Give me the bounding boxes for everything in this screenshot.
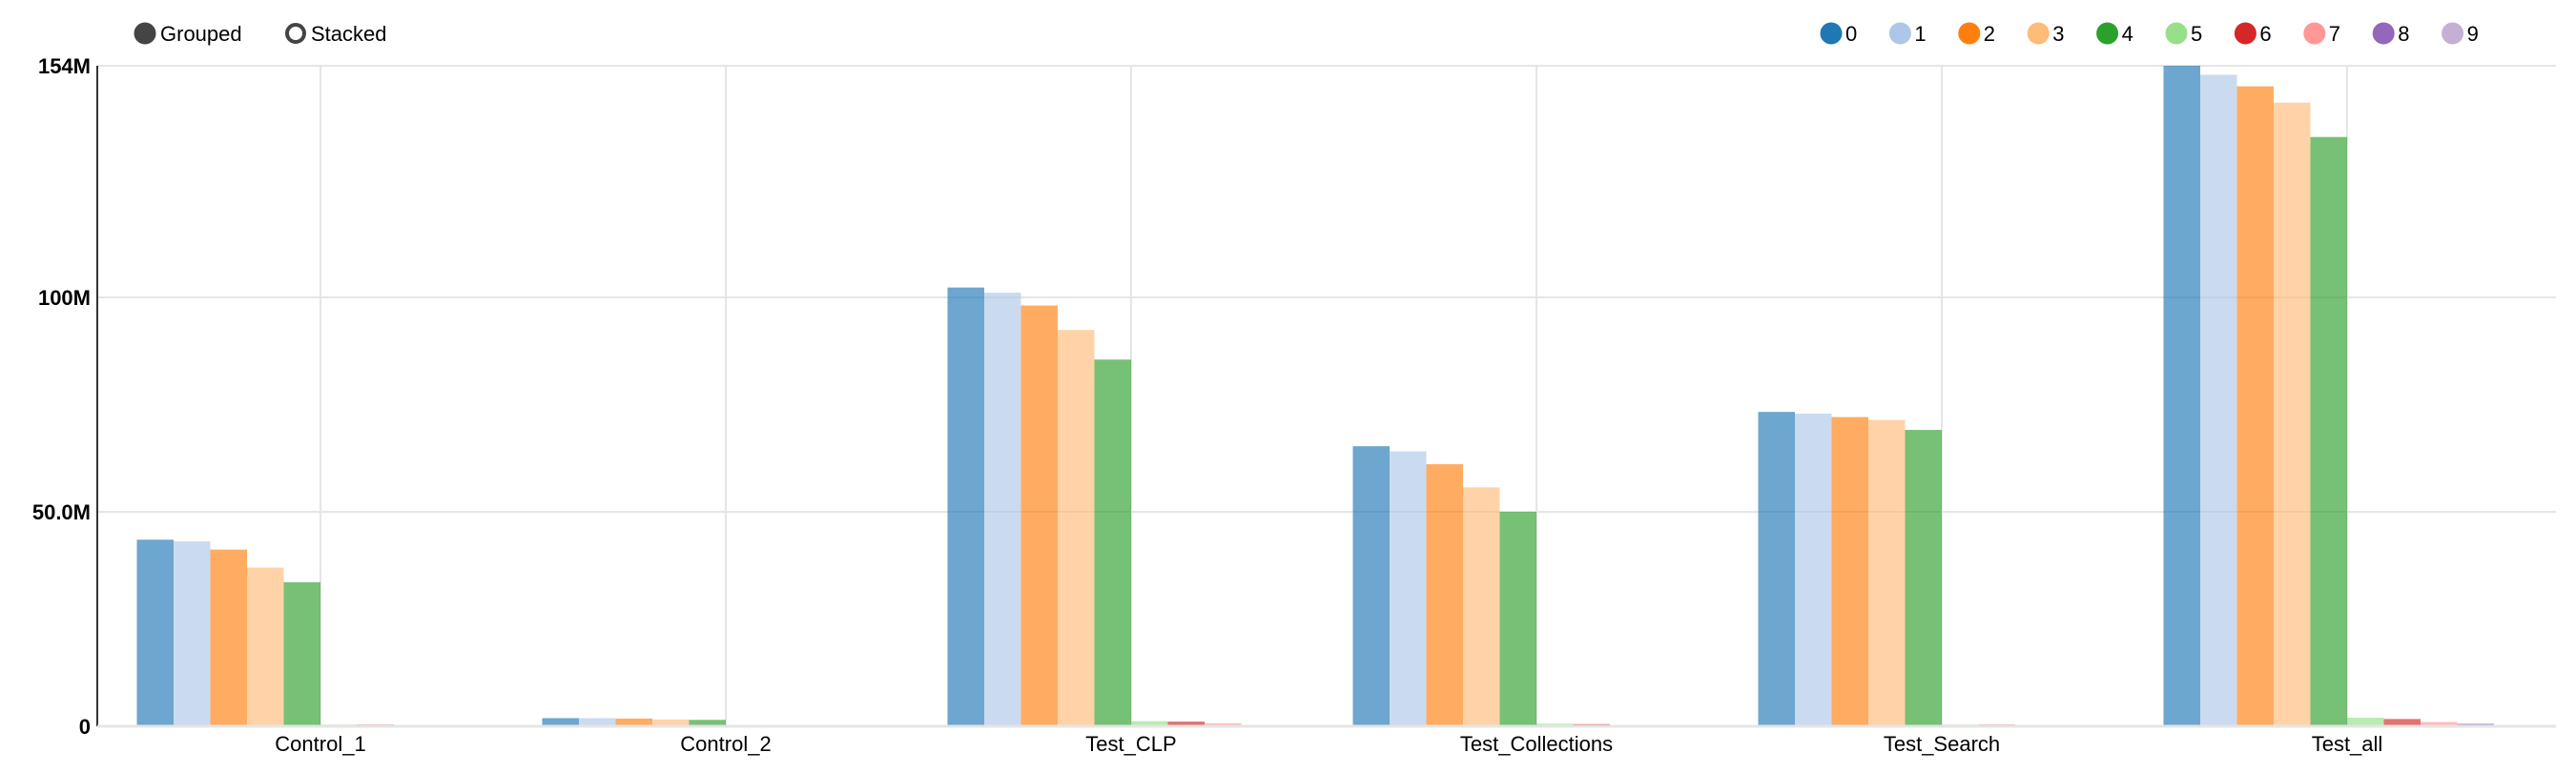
bar-Test_Search-series-2[interactable]	[1831, 417, 1869, 726]
bar-Test_Search-series-0[interactable]	[1758, 412, 1796, 726]
legend-dot-icon[interactable]	[2027, 22, 2050, 45]
bar-Control_1-series-3[interactable]	[247, 567, 284, 727]
y-tick-label: 50.0M	[32, 500, 91, 524]
bar-Test_Search-series-3[interactable]	[1868, 419, 1906, 726]
legend-dot-icon[interactable]	[1888, 22, 1911, 45]
legend-label[interactable]: 8	[2398, 22, 2409, 46]
legend-item-4[interactable]: 4	[2096, 22, 2133, 46]
legend: 0 1 2 3 4 5 6 7 8 9	[1820, 22, 2479, 46]
legend-item-6[interactable]: 6	[2234, 22, 2272, 46]
x-tick-label: Test_Search	[1884, 732, 2000, 756]
bar-Control_2-series-0[interactable]	[542, 718, 580, 726]
y-tick-label: 0	[79, 715, 91, 739]
grouped-label[interactable]: Grouped	[160, 22, 242, 46]
legend-item-0[interactable]: 0	[1820, 22, 1857, 46]
bar-Test_Collections-series-4[interactable]	[1499, 512, 1537, 726]
bar-Test_CLP-series-0[interactable]	[947, 287, 985, 726]
bar-Test_Collections-series-3[interactable]	[1463, 487, 1500, 726]
legend-label[interactable]: 4	[2122, 22, 2133, 46]
bar-Test_CLP-series-3[interactable]	[1058, 330, 1095, 726]
bar-Test_CLP-series-5[interactable]	[1131, 721, 1168, 726]
bar-Control_2-series-2[interactable]	[615, 718, 653, 726]
bar-Test_Collections-series-2[interactable]	[1426, 464, 1464, 726]
bar-Control_2-series-3[interactable]	[652, 719, 690, 726]
bar-Control_1-series-4[interactable]	[283, 581, 321, 726]
bar-Test_all-series-1[interactable]	[2200, 74, 2237, 726]
bar-Test_CLP-series-7[interactable]	[1205, 722, 1242, 726]
x-tick-label: Test_all	[2312, 732, 2383, 756]
legend-label[interactable]: 7	[2329, 22, 2340, 46]
bar-Test_Collections-series-1[interactable]	[1390, 451, 1427, 726]
grouped-radio-icon[interactable]	[134, 22, 156, 45]
y-axis: 0 50.0M 100M 154M	[32, 54, 91, 739]
y-tick-label: 100M	[38, 286, 91, 310]
legend-label[interactable]: 5	[2191, 22, 2202, 46]
legend-item-9[interactable]: 9	[2442, 22, 2479, 46]
bar-Test_CLP-series-6[interactable]	[1167, 722, 1206, 726]
bar-Test_CLP-series-2[interactable]	[1020, 305, 1059, 726]
stacked-control[interactable]: Stacked	[285, 22, 387, 46]
legend-dot-icon[interactable]	[2234, 22, 2257, 45]
bar-Control_2-series-1[interactable]	[579, 718, 616, 726]
bar-Test_all-series-5[interactable]	[2347, 718, 2384, 726]
legend-dot-icon[interactable]	[2096, 22, 2119, 45]
bar-Test_all-series-2[interactable]	[2236, 86, 2275, 727]
x-tick-label: Test_Collections	[1460, 732, 1613, 756]
legend-dot-icon[interactable]	[1820, 22, 1843, 45]
legend-item-8[interactable]: 8	[2372, 22, 2409, 46]
grouped-control[interactable]: Grouped	[134, 22, 242, 46]
x-tick-label: Control_1	[275, 732, 365, 756]
legend-dot-icon[interactable]	[1958, 22, 1981, 45]
x-tick-label: Test_CLP	[1085, 732, 1176, 756]
x-tick-label: Control_2	[680, 732, 771, 756]
legend-dot-icon[interactable]	[2442, 22, 2464, 45]
legend-label[interactable]: 1	[1914, 22, 1926, 46]
legend-label[interactable]: 6	[2259, 22, 2271, 46]
legend-item-1[interactable]: 1	[1888, 22, 1927, 46]
legend-item-7[interactable]: 7	[2303, 22, 2340, 46]
bar-Test_Collections-series-0[interactable]	[1352, 446, 1391, 726]
bar-Test_all-series-4[interactable]	[2310, 136, 2348, 726]
bar-Test_Search-series-1[interactable]	[1795, 413, 1832, 726]
bar-Test_all-series-3[interactable]	[2274, 102, 2311, 726]
legend-label[interactable]: 9	[2467, 22, 2479, 46]
bar-Control_1-series-0[interactable]	[136, 539, 175, 726]
bar-Test_all-series-6[interactable]	[2383, 719, 2421, 726]
legend-dot-icon[interactable]	[2372, 22, 2395, 45]
legend-dot-icon[interactable]	[2303, 22, 2326, 45]
y-tick-label: 154M	[38, 54, 91, 78]
bar-Test_Search-series-4[interactable]	[1905, 430, 1943, 726]
bar-Test_CLP-series-1[interactable]	[984, 293, 1021, 726]
legend-item-5[interactable]: 5	[2165, 22, 2202, 46]
bar-Test_all-series-0[interactable]	[2163, 66, 2201, 726]
legend-label[interactable]: 3	[2052, 22, 2064, 46]
mode-controls: Grouped Stacked	[134, 22, 387, 46]
bar-Test_all-series-7[interactable]	[2421, 722, 2458, 727]
stacked-radio-icon[interactable]	[285, 23, 306, 44]
stacked-label[interactable]: Stacked	[311, 22, 387, 46]
legend-dot-icon[interactable]	[2165, 22, 2188, 45]
legend-item-3[interactable]: 3	[2027, 22, 2064, 46]
bar-Control_2-series-4[interactable]	[689, 720, 727, 726]
bar-Control_1-series-2[interactable]	[210, 549, 248, 726]
bars	[136, 66, 2531, 728]
bar-Test_CLP-series-4[interactable]	[1094, 359, 1132, 726]
x-axis: Control_1 Control_2 Test_CLP Test_Collectio…	[275, 732, 2382, 756]
bar-Control_1-series-1[interactable]	[174, 541, 211, 726]
legend-label[interactable]: 0	[1845, 22, 1857, 46]
legend-item-2[interactable]: 2	[1958, 22, 1995, 46]
legend-label[interactable]: 2	[1984, 22, 1995, 46]
